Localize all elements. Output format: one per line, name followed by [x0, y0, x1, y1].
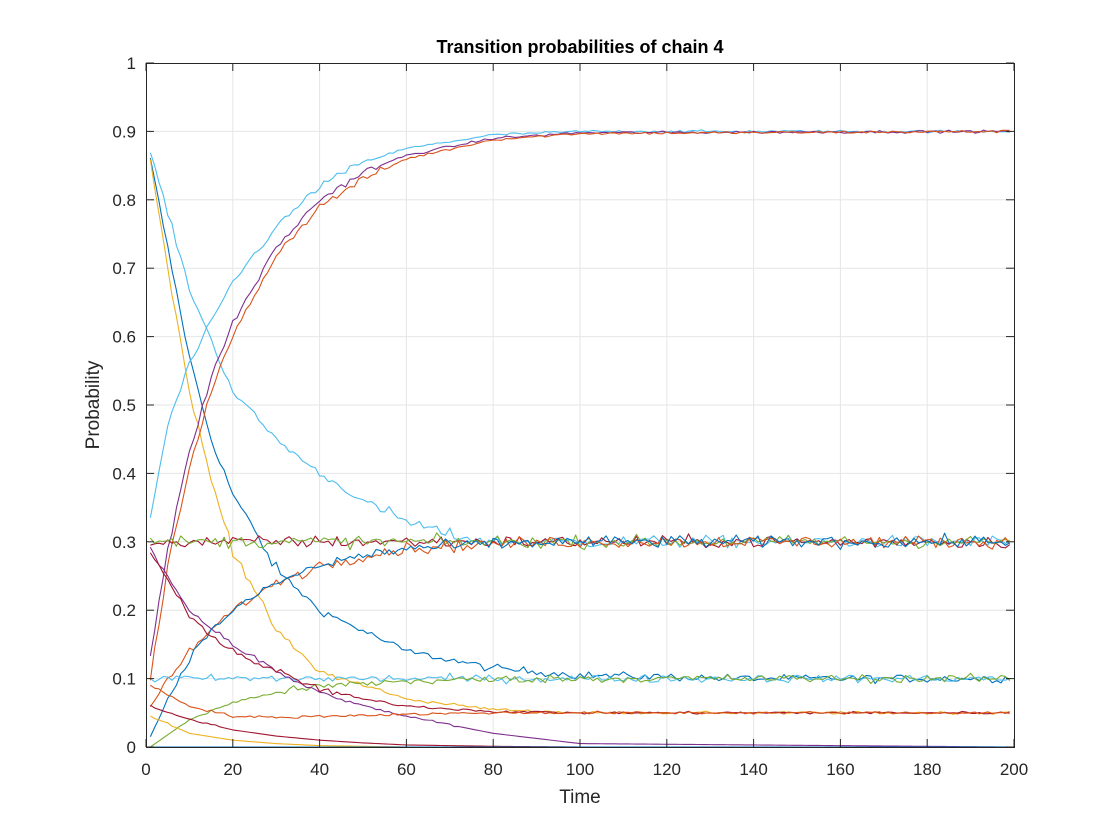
y-tick-label: 0.3 [112, 533, 136, 552]
series-line [149, 129, 1010, 681]
x-tick-label: 140 [739, 760, 767, 779]
y-tick-label: 0.6 [112, 328, 136, 347]
y-tick-label: 1 [127, 54, 136, 73]
series-line [149, 157, 1010, 685]
x-tick-label: 40 [310, 760, 329, 779]
series-line [149, 532, 1010, 737]
y-ticks: 0 0.1 0.2 0.3 0.4 0.5 0.6 0.7 0.8 0.9 1 [112, 54, 1014, 757]
y-tick-label: 0.1 [112, 670, 136, 689]
y-tick-label: 0 [127, 738, 136, 757]
y-tick-label: 0.4 [112, 464, 136, 483]
x-ticks: 0 20 40 60 80 100 120 140 160 180 200 [141, 63, 1028, 779]
y-tick-label: 0.8 [112, 191, 136, 210]
series-line [150, 684, 1010, 719]
y-tick-label: 0.9 [112, 122, 136, 141]
x-tick-label: 80 [484, 760, 503, 779]
y-axis-label: Probability [83, 360, 104, 449]
y-tick-label: 0.5 [112, 396, 136, 415]
x-tick-label: 120 [653, 760, 681, 779]
series-line [149, 129, 1010, 656]
x-tick-label: 180 [913, 760, 941, 779]
x-tick-label: 0 [141, 760, 150, 779]
x-tick-label: 60 [397, 760, 416, 779]
x-tick-label: 200 [1000, 760, 1028, 779]
x-tick-label: 20 [223, 760, 242, 779]
series-line [150, 533, 1010, 549]
x-axis-label: Time [559, 787, 601, 808]
series-line [150, 672, 1011, 748]
y-tick-label: 0.2 [112, 601, 136, 620]
chart-title: Transition probabilities of chain 4 [436, 37, 723, 57]
x-tick-label: 160 [826, 760, 854, 779]
y-tick-label: 0.7 [112, 259, 136, 278]
x-tick-label: 100 [566, 760, 594, 779]
